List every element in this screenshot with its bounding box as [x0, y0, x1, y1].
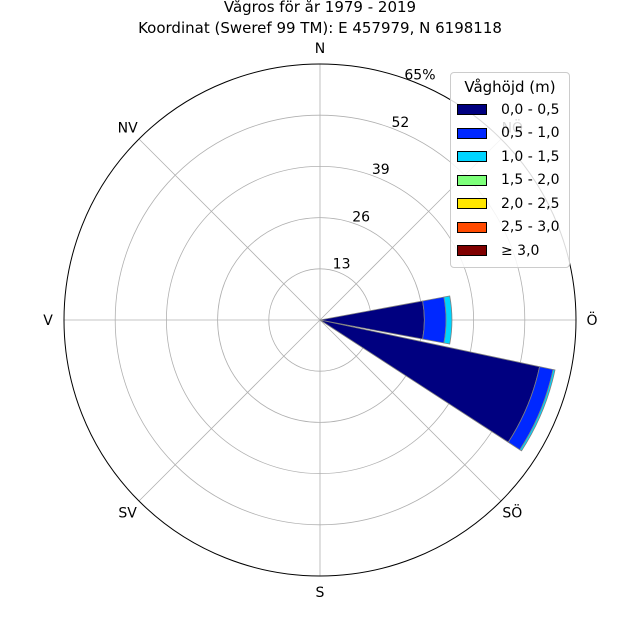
legend-label: 0,0 - 0,5	[501, 101, 560, 118]
polar-frame	[63, 63, 577, 577]
legend-item: 0,5 - 1,0	[451, 122, 569, 146]
legend-swatch	[457, 221, 487, 233]
radial-tick-label: 52	[391, 115, 409, 131]
bar-segment	[443, 295, 453, 345]
legend-item: 2,5 - 3,0	[451, 216, 569, 240]
direction-label: SÖ	[502, 503, 522, 521]
legend-item: 1,5 - 2,0	[451, 169, 569, 193]
direction-label: Ö	[586, 311, 597, 329]
chart-title-line-1: Vågros för år 1979 - 2019	[223, 0, 417, 16]
direction-label: NV	[118, 121, 138, 137]
direction-label: N	[315, 41, 325, 57]
direction-label: V	[43, 313, 53, 329]
legend-swatch	[457, 174, 487, 186]
legend-label: 2,5 - 3,0	[501, 219, 560, 236]
direction-label: SV	[118, 505, 137, 521]
legend-title: Våghöjd (m)	[464, 78, 556, 96]
radial-tick-label: 13	[333, 257, 351, 273]
legend-label: 1,5 - 2,0	[501, 172, 560, 189]
legend-item: 1,0 - 1,5	[451, 145, 569, 169]
legend-item: 0,0 - 0,5	[451, 98, 569, 122]
legend-item: ≥ 3,0	[451, 239, 569, 263]
grid-spoke	[138, 319, 321, 502]
legend-swatch	[457, 127, 487, 139]
legend-item: 2,0 - 2,5	[451, 192, 569, 216]
legend-swatch	[457, 104, 487, 116]
grid-spoke	[319, 319, 502, 502]
legend-swatch	[457, 151, 487, 163]
legend: Våghöjd (m) 0,0 - 0,5 0,5 - 1,0 1,0 - 1,5 1…	[450, 72, 570, 268]
bar-segment	[422, 296, 447, 344]
legend-label: 1,0 - 1,5	[501, 148, 560, 165]
radial-tick-label: 26	[352, 209, 370, 225]
bars-layer	[319, 295, 556, 452]
legend-label: 0,5 - 1,0	[501, 125, 560, 142]
legend-swatch	[457, 198, 487, 210]
legend-label: 2,0 - 2,5	[501, 195, 560, 212]
legend-label: ≥ 3,0	[501, 242, 540, 259]
radial-tick-label: 39	[372, 162, 390, 178]
direction-label: S	[316, 585, 325, 601]
chart-title-line-2: Koordinat (Sweref 99 TM): E 457979, N 61…	[138, 19, 502, 37]
bar-segment	[519, 369, 556, 452]
radial-tick-label: 65%	[404, 67, 435, 83]
legend-swatch	[457, 245, 487, 257]
grid-spoke	[138, 138, 321, 321]
